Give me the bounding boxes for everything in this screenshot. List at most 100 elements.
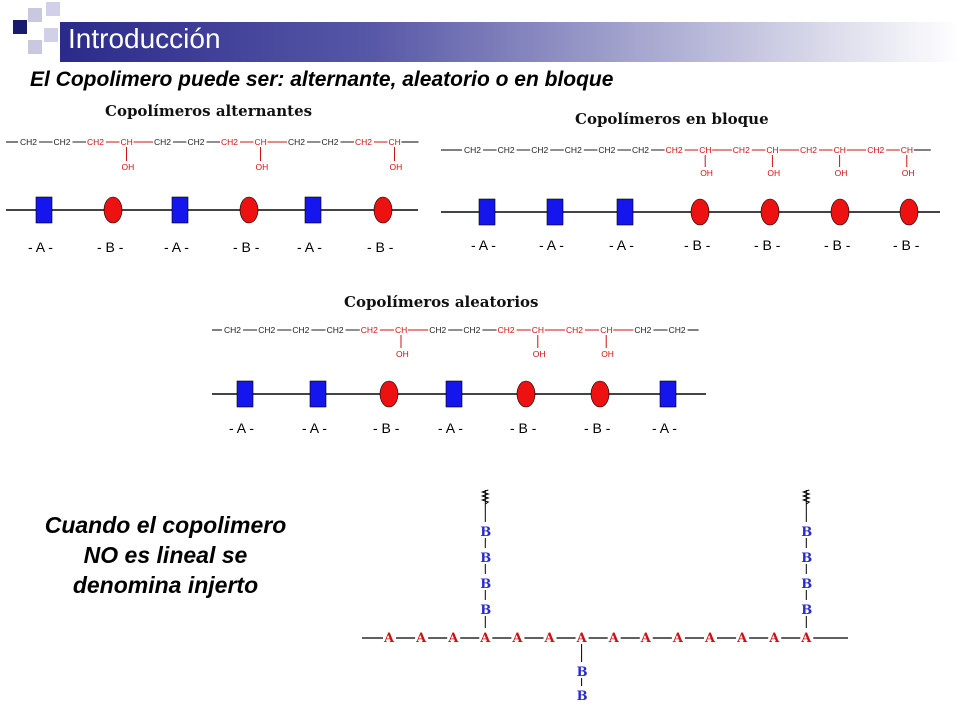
branch-unit-b: B — [577, 689, 588, 704]
monomer-a — [659, 380, 677, 408]
wavy-chain-end — [480, 489, 490, 505]
chain-group: CH2 — [154, 137, 171, 147]
backbone-unit-a: A — [704, 631, 716, 646]
title-bar — [60, 22, 960, 62]
backbone-bg — [447, 628, 461, 645]
backbone-unit-a: A — [383, 631, 395, 646]
monomer-a — [546, 198, 564, 226]
backbone-bg — [704, 628, 717, 645]
monomer-b — [239, 196, 259, 224]
backbone-unit-a: A — [672, 631, 684, 646]
title-square-light-4 — [28, 40, 42, 54]
chain-group: CH — [395, 325, 407, 335]
branch-unit-b: B — [480, 525, 491, 540]
monomer-b — [690, 198, 710, 226]
monomer-label: - B - — [754, 237, 781, 253]
monomer-b — [760, 198, 780, 226]
monomer-b — [590, 380, 610, 408]
monomer-b — [373, 196, 393, 224]
chain-group: CH — [532, 325, 544, 335]
branch-unit-b: B — [801, 551, 812, 566]
chain-group: CH — [766, 145, 778, 155]
backbone-bg — [768, 628, 782, 645]
backbone-bg — [607, 628, 621, 645]
monomer-label: - B - — [893, 237, 920, 253]
chain-group: CH — [901, 145, 913, 155]
chain-group: CH2 — [669, 325, 686, 335]
backbone-bg — [415, 628, 429, 645]
oh-group: OH — [396, 349, 409, 359]
chain-group: CH2 — [867, 145, 884, 155]
monomer-label: - A - — [438, 420, 463, 436]
graft-description: Cuando el copolimero NO es lineal se den… — [44, 512, 287, 598]
branch-bg — [800, 522, 814, 538]
monomer-a — [35, 196, 53, 224]
chain-group: CH — [121, 137, 133, 147]
monomer-label: - A - — [164, 239, 189, 255]
branch-unit-b: B — [801, 603, 812, 618]
backbone-bg — [639, 628, 653, 645]
chain-group: CH2 — [54, 137, 71, 147]
chain-group: CH — [600, 325, 612, 335]
chain-group: CH2 — [634, 325, 651, 335]
monomer-b — [516, 380, 536, 408]
oh-group: OH — [601, 349, 614, 359]
branch-unit-b: B — [801, 525, 812, 540]
chain-group: CH2 — [464, 145, 481, 155]
chain-group: CH2 — [258, 325, 275, 335]
backbone-unit-a: A — [608, 631, 620, 646]
oh-group: OH — [256, 162, 269, 172]
backbone-bg — [543, 628, 557, 645]
chain-group: CH2 — [733, 145, 750, 155]
panel-alternating: CH2 CH2 CH2 CH OH CH2 CH2 CH2 CH OH CH2 CH2 CH2 CH OH -… — [6, 137, 419, 255]
backbone-unit-a: A — [511, 631, 523, 646]
chain-group: CH2 — [531, 145, 548, 155]
monomer-a — [236, 380, 254, 408]
backbone-unit-a: A — [800, 631, 812, 646]
backbone-unit-a: A — [576, 631, 588, 646]
branch-bg — [800, 600, 814, 616]
chain-group: CH2 — [498, 325, 515, 335]
chain-group: CH2 — [429, 325, 446, 335]
chain-group: CH2 — [565, 145, 582, 155]
title-square-light-3 — [44, 28, 58, 42]
chain-group: CH2 — [666, 145, 683, 155]
title-square-dark — [13, 20, 27, 34]
chain-group: CH2 — [87, 137, 104, 147]
oh-group: OH — [390, 162, 403, 172]
monomer-a — [309, 380, 327, 408]
chain-group: CH — [389, 137, 401, 147]
backbone-bg — [800, 628, 814, 645]
monomer-label: - B - — [367, 239, 394, 255]
monomer-label: - B - — [373, 420, 400, 436]
chain-group: CH2 — [566, 325, 583, 335]
monomer-label: - B - — [97, 239, 124, 255]
monomer-b — [830, 198, 850, 226]
chain-group: CH2 — [224, 325, 241, 335]
panel-title-random: Copolímeros aleatorios — [344, 293, 539, 311]
monomer-a — [304, 196, 322, 224]
branch-unit-b: B — [577, 665, 588, 680]
backbone-unit-a: A — [479, 631, 491, 646]
branch-bg — [800, 548, 814, 564]
page-subtitle: El Copolimero puede ser: alternante, ale… — [30, 68, 614, 91]
monomer-b — [103, 196, 123, 224]
oh-group: OH — [902, 168, 915, 178]
chain-group: CH2 — [322, 137, 339, 147]
backbone-unit-a: A — [640, 631, 652, 646]
chain-group: CH2 — [361, 325, 378, 335]
chain-group: CH — [834, 145, 846, 155]
branch-bg — [479, 522, 493, 538]
branch-bg — [575, 662, 589, 678]
chain-group: CH2 — [463, 325, 480, 335]
branch-bg — [800, 574, 814, 590]
chain-group: CH2 — [20, 137, 37, 147]
branch-unit-b: B — [480, 551, 491, 566]
monomer-label: - A - — [652, 420, 677, 436]
branch-bg — [575, 686, 589, 702]
chain-group: CH2 — [355, 137, 372, 147]
backbone-bg — [383, 628, 396, 645]
branch-unit-b: B — [480, 603, 491, 618]
